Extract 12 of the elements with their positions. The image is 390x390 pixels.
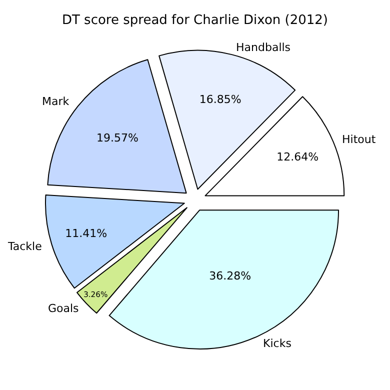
data-label: 16.85%	[199, 93, 242, 106]
slice-label: Tackle	[7, 240, 42, 253]
slice-label: Mark	[42, 95, 70, 108]
slice-label: Kicks	[263, 337, 292, 350]
data-label: 36.28%	[209, 270, 252, 283]
slice-label: Goals	[48, 302, 80, 315]
chart-title: DT score spread for Charlie Dixon (2012)	[62, 13, 328, 28]
slice-label: Hitout	[342, 133, 376, 146]
data-label: 19.57%	[96, 132, 138, 145]
data-label: 11.41%	[65, 227, 108, 240]
slice-label: Handballs	[236, 41, 291, 54]
data-label: 12.64%	[276, 150, 319, 164]
